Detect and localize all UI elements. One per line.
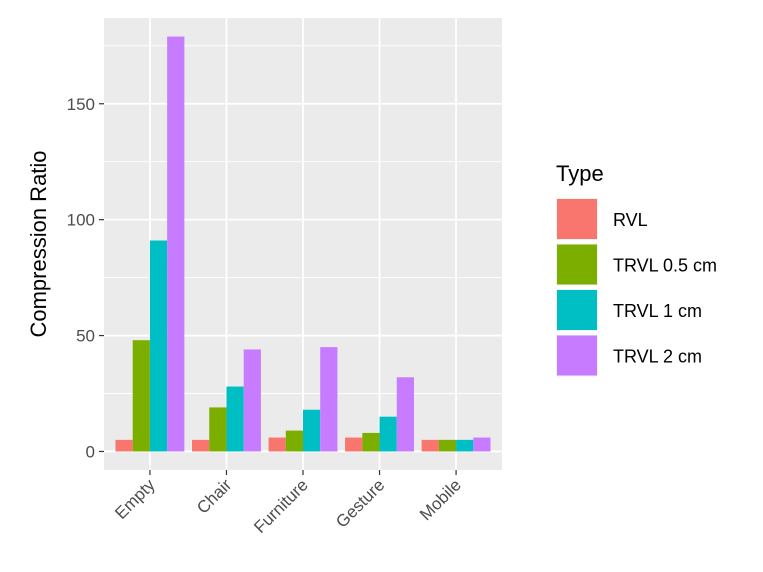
- bar-trvl-0-5-cm-furniture: [285, 430, 303, 452]
- x-tick-label: Mobile: [416, 475, 465, 524]
- bar-trvl-0-5-cm-empty: [132, 340, 150, 452]
- legend-label: TRVL 2 cm: [613, 347, 702, 367]
- y-tick-label: 0: [86, 442, 95, 461]
- x-tick-label: Empty: [111, 475, 159, 523]
- y-tick-label: 150: [67, 95, 95, 114]
- bar-rvl-gesture: [345, 437, 363, 452]
- bar-trvl-0-5-cm-mobile: [438, 439, 457, 452]
- bar-rvl-chair: [192, 439, 210, 452]
- bar-trvl-0-5-cm-chair: [209, 407, 227, 452]
- y-axis-title: Compression Ratio: [26, 150, 51, 337]
- bar-trvl-1-cm-empty: [149, 240, 168, 452]
- y-axis: 0 50 100 150: [67, 95, 104, 461]
- x-tick-label: Gesture: [332, 475, 388, 531]
- bar-trvl-2-cm-empty: [167, 36, 185, 452]
- legend-swatch: [557, 290, 597, 330]
- legend-label: RVL: [613, 210, 648, 230]
- legend-label: TRVL 0.5 cm: [613, 256, 717, 276]
- bar-trvl-2-cm-furniture: [320, 347, 338, 452]
- legend-swatch: [557, 244, 597, 285]
- legend-swatch: [557, 335, 597, 376]
- bar-trvl-2-cm-gesture: [396, 377, 414, 452]
- bar-rvl-mobile: [421, 439, 439, 452]
- bar-rvl-empty: [115, 439, 133, 452]
- x-tick-label: Furniture: [250, 475, 312, 537]
- bar-trvl-0-5-cm-gesture: [362, 432, 380, 452]
- bars: [115, 36, 491, 452]
- bar-trvl-1-cm-mobile: [456, 439, 474, 452]
- legend-swatch: [557, 199, 597, 239]
- bar-trvl-1-cm-furniture: [303, 409, 321, 452]
- bar-trvl-2-cm-mobile: [473, 437, 491, 452]
- legend-label: TRVL 1 cm: [613, 301, 702, 321]
- x-tick-label: Chair: [193, 475, 235, 517]
- legend-title: Type: [556, 161, 604, 186]
- y-tick-label: 50: [76, 327, 95, 346]
- bar-trvl-2-cm-chair: [243, 349, 261, 452]
- bar-trvl-1-cm-chair: [226, 386, 244, 452]
- x-axis: Empty Chair Furniture Gesture Mobile: [111, 470, 465, 537]
- y-tick-label: 100: [67, 211, 95, 230]
- bar-trvl-1-cm-gesture: [379, 416, 397, 452]
- legend: Type RVL TRVL 0.5 cm TRVL 1 cm TRVL 2 cm: [556, 161, 717, 377]
- bar-rvl-furniture: [268, 437, 286, 452]
